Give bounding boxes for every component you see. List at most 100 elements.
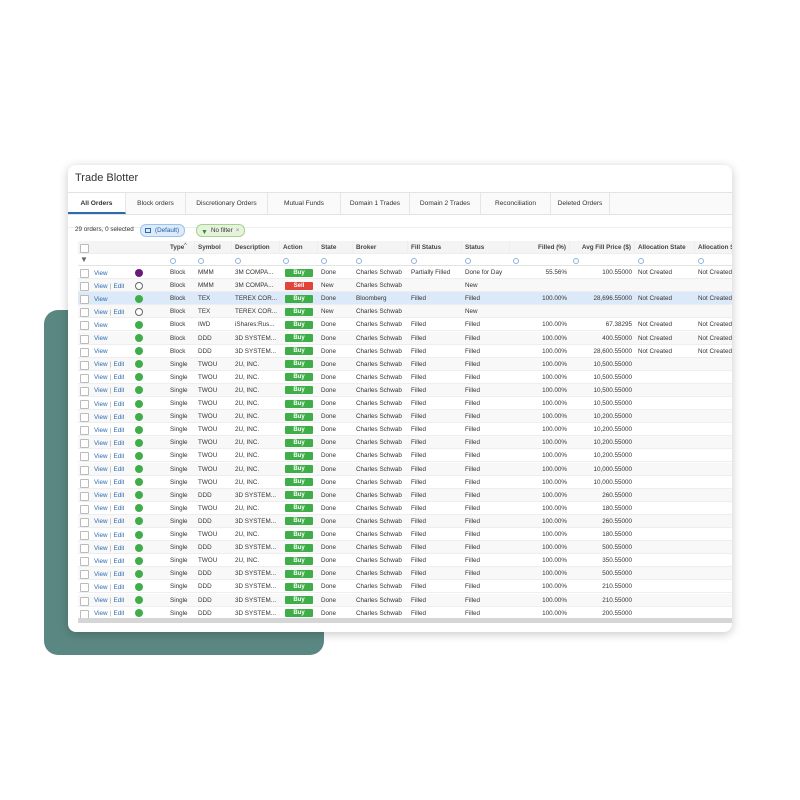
column-header[interactable]: State	[318, 241, 353, 254]
row-checkbox[interactable]	[80, 557, 89, 567]
row-link[interactable]: Edit	[113, 400, 125, 408]
column-header[interactable]: Allocation State	[635, 241, 695, 254]
row-link[interactable]: View	[94, 400, 108, 408]
filter-search[interactable]	[235, 258, 241, 264]
row-link[interactable]: View	[94, 544, 108, 552]
row-link[interactable]: View	[94, 570, 108, 578]
row-link[interactable]: Edit	[113, 413, 125, 421]
row-link[interactable]: View	[94, 583, 108, 591]
row-checkbox[interactable]	[80, 282, 89, 292]
row-checkbox[interactable]	[80, 544, 89, 554]
row-link[interactable]: Edit	[113, 439, 125, 447]
row-link[interactable]: View	[94, 321, 108, 329]
row-link[interactable]: Edit	[113, 492, 125, 500]
tab[interactable]: Deleted Orders	[551, 193, 610, 214]
row-checkbox[interactable]	[80, 517, 89, 527]
row-link[interactable]: Edit	[113, 479, 125, 487]
row-link[interactable]: Edit	[113, 570, 125, 578]
row-checkbox[interactable]	[80, 321, 89, 331]
row-checkbox[interactable]	[80, 269, 89, 278]
row-link[interactable]: View	[94, 361, 108, 369]
column-header[interactable]: Avg Fill Price ($)	[570, 241, 635, 254]
row-checkbox[interactable]	[80, 570, 89, 580]
filter-search[interactable]	[573, 258, 579, 264]
row-checkbox[interactable]	[80, 308, 89, 318]
row-link[interactable]: View	[94, 282, 108, 290]
column-header[interactable]: Allocation S	[695, 241, 732, 254]
filter-search[interactable]	[198, 258, 204, 264]
row-link[interactable]: View	[94, 269, 108, 277]
column-header[interactable]: Fill Status	[408, 241, 462, 254]
row-link[interactable]: Edit	[113, 308, 125, 316]
row-checkbox[interactable]	[80, 452, 89, 462]
row-link[interactable]: View	[94, 610, 108, 618]
tab[interactable]: Block orders	[126, 193, 186, 214]
row-link[interactable]: Edit	[113, 544, 125, 552]
row-link[interactable]: View	[94, 531, 108, 539]
filter-search[interactable]	[356, 258, 362, 264]
select-all-checkbox[interactable]	[80, 244, 89, 253]
row-link[interactable]: Edit	[113, 518, 125, 526]
tab[interactable]: Domain 2 Trades	[410, 193, 481, 214]
row-checkbox[interactable]	[80, 491, 89, 501]
filter-chip[interactable]: No filter ▼ ×	[196, 224, 246, 237]
row-link[interactable]: Edit	[113, 610, 125, 618]
filter-search[interactable]	[465, 258, 471, 264]
column-header[interactable]: Symbol	[195, 241, 232, 254]
row-link[interactable]: Edit	[113, 505, 125, 513]
row-checkbox[interactable]	[80, 360, 89, 370]
row-link[interactable]: View	[94, 374, 108, 382]
row-link[interactable]: Edit	[113, 387, 125, 395]
row-checkbox[interactable]	[80, 596, 89, 606]
row-checkbox[interactable]	[80, 373, 89, 383]
row-link[interactable]: Edit	[113, 452, 125, 460]
tab[interactable]: Reconciliation	[481, 193, 551, 214]
row-link[interactable]: Edit	[113, 361, 125, 369]
filter-search[interactable]	[698, 258, 704, 264]
row-checkbox[interactable]	[80, 478, 89, 488]
row-checkbox[interactable]	[80, 439, 89, 449]
row-checkbox[interactable]	[80, 504, 89, 514]
row-checkbox[interactable]	[80, 386, 89, 396]
row-link[interactable]: Edit	[113, 374, 125, 382]
row-link[interactable]: View	[94, 557, 108, 565]
row-link[interactable]: Edit	[113, 282, 125, 290]
column-header[interactable]: Status	[462, 241, 510, 254]
column-header[interactable]: Action	[280, 241, 318, 254]
row-checkbox[interactable]	[80, 413, 89, 423]
row-checkbox[interactable]	[80, 334, 89, 344]
row-checkbox[interactable]	[80, 531, 89, 540]
row-link[interactable]: View	[94, 505, 108, 513]
row-link[interactable]: View	[94, 335, 108, 342]
view-chip[interactable]: (Default)	[140, 224, 186, 237]
column-header[interactable]: Type	[167, 241, 195, 254]
tab[interactable]: Domain 1 Trades	[341, 193, 410, 214]
row-checkbox[interactable]	[80, 347, 89, 357]
row-link[interactable]: Edit	[113, 597, 125, 604]
filter-search[interactable]	[513, 258, 519, 264]
row-link[interactable]: View	[94, 387, 108, 395]
row-link[interactable]: Edit	[113, 531, 125, 539]
row-checkbox[interactable]	[80, 426, 89, 436]
row-link[interactable]: Edit	[113, 426, 125, 434]
tab[interactable]: All Orders	[68, 193, 126, 214]
row-link[interactable]: View	[94, 439, 108, 447]
tab[interactable]: Discretionary Orders	[186, 193, 268, 214]
row-checkbox[interactable]	[80, 295, 89, 305]
row-link[interactable]: View	[94, 518, 108, 526]
row-link[interactable]: View	[94, 295, 108, 303]
row-link[interactable]: View	[94, 597, 108, 604]
filter-search[interactable]	[321, 258, 327, 264]
filter-search[interactable]	[411, 258, 417, 264]
row-checkbox[interactable]	[80, 465, 89, 475]
row-link[interactable]: View	[94, 348, 108, 356]
row-checkbox[interactable]	[80, 583, 89, 593]
column-header[interactable]: Broker	[353, 241, 408, 254]
row-link[interactable]: View	[94, 426, 108, 434]
filter-search[interactable]	[638, 258, 644, 264]
tab[interactable]: Mutual Funds	[268, 193, 341, 214]
row-link[interactable]: View	[94, 466, 108, 473]
row-link[interactable]: Edit	[113, 583, 125, 591]
row-link[interactable]: View	[94, 492, 108, 500]
column-header[interactable]: Description	[232, 241, 280, 254]
